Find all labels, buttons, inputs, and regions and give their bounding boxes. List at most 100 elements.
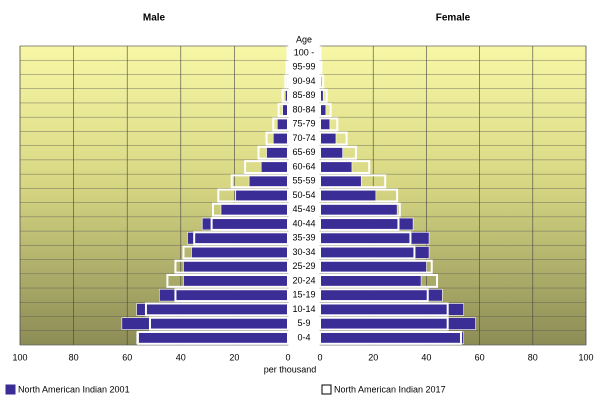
age-label: 20-24 <box>292 275 315 285</box>
bar <box>319 316 449 331</box>
bar <box>319 60 323 75</box>
age-label: 55-59 <box>292 176 315 186</box>
x-tick-label: 60 <box>122 352 132 362</box>
bar <box>319 245 416 260</box>
bar <box>286 46 289 61</box>
age-label: 70-74 <box>292 133 315 143</box>
age-label: 75-79 <box>292 119 315 129</box>
bar <box>319 288 443 302</box>
bar <box>319 274 439 288</box>
bar <box>277 103 289 117</box>
age-label: 25-29 <box>292 261 315 271</box>
bar <box>220 203 289 216</box>
bar <box>319 74 325 89</box>
bar <box>319 132 337 145</box>
bar <box>319 88 328 103</box>
bar <box>272 132 289 145</box>
bar <box>319 246 430 259</box>
bar <box>217 188 290 203</box>
bar <box>260 160 289 174</box>
bar <box>174 288 289 303</box>
bar <box>319 302 449 317</box>
x-tick-label: 0 <box>317 352 322 362</box>
bar <box>319 303 464 316</box>
bar <box>319 46 322 61</box>
age-label: 35-39 <box>292 233 315 243</box>
age-label: 15-19 <box>292 290 315 300</box>
bar <box>244 160 289 174</box>
bar <box>166 274 289 288</box>
bar <box>230 174 289 189</box>
bar <box>248 175 289 188</box>
age-label: 30-34 <box>292 247 315 257</box>
bar <box>319 259 433 274</box>
bar <box>319 317 476 330</box>
bar <box>183 260 289 273</box>
age-label: 65-69 <box>292 147 315 157</box>
legend-swatch <box>321 384 332 395</box>
bar <box>319 174 387 189</box>
x-tick-label: 40 <box>176 352 186 362</box>
bar <box>191 246 289 259</box>
bar <box>272 117 290 132</box>
bar <box>319 160 353 174</box>
bar <box>281 88 290 103</box>
x-tick-label: 100 <box>578 352 593 362</box>
bar <box>319 330 462 345</box>
x-tick-label: 60 <box>475 352 485 362</box>
bar <box>319 203 398 216</box>
bar <box>174 259 289 274</box>
x-tick-label: 80 <box>528 352 538 362</box>
bar <box>182 245 289 260</box>
y-axis-label: Age <box>296 34 312 44</box>
panel-title: Female <box>436 13 471 24</box>
x-tick-label: 0 <box>285 352 290 362</box>
age-label: 85-89 <box>292 90 315 100</box>
bar <box>210 217 289 231</box>
bar <box>257 145 289 160</box>
age-label: 10-14 <box>292 304 315 314</box>
bar <box>193 231 289 246</box>
bar <box>319 189 377 202</box>
x-tick-label: 100 <box>12 352 27 362</box>
bar <box>319 331 464 345</box>
age-label: 60-64 <box>292 161 315 171</box>
bar <box>265 131 289 146</box>
bar <box>319 117 339 132</box>
legend-swatch <box>5 384 16 395</box>
legend-label: North American Indian 2001 <box>18 384 130 394</box>
bar <box>183 274 289 288</box>
bar <box>148 316 289 331</box>
age-label: 45-49 <box>292 204 315 214</box>
bar <box>136 331 289 345</box>
legend-label: North American Indian 2017 <box>334 384 446 394</box>
bar <box>319 288 429 303</box>
bar <box>266 146 289 160</box>
bar <box>201 217 289 231</box>
bar <box>319 175 362 188</box>
bar <box>211 202 290 217</box>
bar <box>284 74 290 89</box>
bar <box>187 231 289 245</box>
bar <box>319 231 430 245</box>
bar <box>319 217 400 231</box>
age-label: 40-44 <box>292 218 315 228</box>
bar <box>121 317 289 330</box>
bar <box>235 189 289 202</box>
x-tick-label: 80 <box>69 352 79 362</box>
age-label: 90-94 <box>292 76 315 86</box>
x-tick-label: 40 <box>421 352 431 362</box>
bar <box>319 131 348 146</box>
age-label: 100 - <box>294 47 315 57</box>
bar <box>159 288 289 302</box>
age-label: 80-84 <box>292 104 315 114</box>
bar <box>319 118 331 131</box>
bar <box>319 160 371 174</box>
bar <box>319 260 427 273</box>
bar <box>319 103 332 117</box>
panel-title: Male <box>143 13 166 24</box>
bar <box>319 202 401 217</box>
bar <box>136 303 289 316</box>
